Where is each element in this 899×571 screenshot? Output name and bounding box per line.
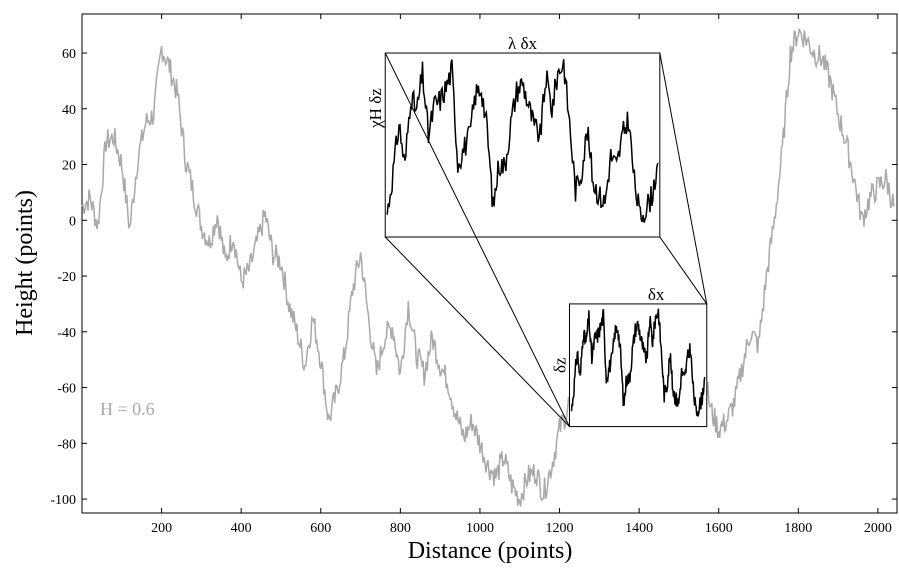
y-tick-label: 60 <box>62 47 76 62</box>
connector-line <box>384 236 570 427</box>
small-box-x-label: δx <box>648 285 665 304</box>
y-tick-label: -100 <box>50 493 76 508</box>
zoomed-box-profile <box>386 59 659 223</box>
y-tick-label: 0 <box>69 214 76 229</box>
y-axis-title: Height (points) <box>12 190 38 336</box>
x-tick-label: 1000 <box>466 521 494 536</box>
x-tick-label: 1400 <box>625 521 653 536</box>
y-tick-label: -40 <box>57 326 76 341</box>
y-tick-label: -20 <box>57 270 76 285</box>
series-line <box>81 28 895 507</box>
y-tick-label: -60 <box>57 382 76 397</box>
zoomed-box-z-label: χH δz <box>366 88 385 129</box>
y-tick-label: 20 <box>62 159 76 174</box>
connector-line <box>659 236 708 305</box>
x-tick-label: 600 <box>310 521 331 536</box>
y-tick-label: 40 <box>62 103 76 118</box>
x-tick-label: 1600 <box>705 521 733 536</box>
connector-line <box>659 52 708 305</box>
zoomed-box <box>384 52 661 238</box>
x-tick-label: 1200 <box>546 521 574 536</box>
y-tick-label: -80 <box>57 437 76 452</box>
small-box-profile <box>570 308 706 417</box>
x-tick-label: 200 <box>151 521 172 536</box>
h-annotation: H = 0.6 <box>100 399 155 419</box>
inset-layer: δx δz λ δx χH δz <box>366 34 708 428</box>
small-box-z-label: δz <box>550 357 569 373</box>
x-tick-label: 400 <box>231 521 252 536</box>
axis-ticks: 200 400 600 800 1000 1200 1400 1600 1800 2000-100… <box>50 14 897 536</box>
connector-line <box>384 52 570 427</box>
zoomed-box-x-label: λ δx <box>508 34 538 53</box>
x-tick-label: 800 <box>390 521 411 536</box>
x-axis-title: Distance (points) <box>408 538 573 564</box>
plot-frame <box>81 13 898 514</box>
x-tick-label: 1800 <box>784 521 812 536</box>
x-tick-label: 2000 <box>864 521 892 536</box>
series-layer <box>81 28 895 507</box>
